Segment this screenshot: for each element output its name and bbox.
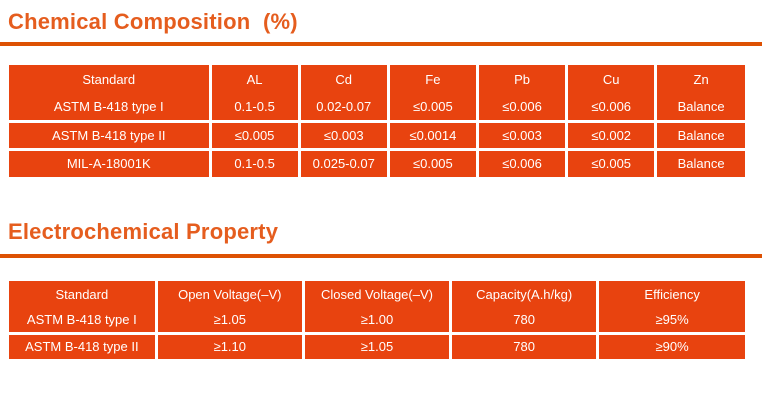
table-cell: ≥90%	[596, 331, 745, 359]
table-cell: ASTM B-418 type I	[9, 307, 158, 335]
table-cell: ASTM B-418 type I	[9, 93, 212, 123]
table-row: MIL-A-18001K 0.1-0.5 0.025-0.07 ≤0.005 ≤0.00…	[9, 147, 745, 177]
table-cell: 0.02-0.07	[297, 93, 390, 123]
title-divider	[0, 254, 762, 258]
table-header-row: Standard Open Voltage(–V) Closed Voltage(–…	[9, 281, 745, 307]
table-cell: ASTM B-418 type II	[9, 331, 158, 359]
column-header: Pb	[475, 65, 569, 93]
table-cell: ≤0.005	[565, 147, 658, 177]
column-header: Standard	[9, 65, 212, 93]
table-cell: ≥95%	[596, 307, 745, 335]
title-divider	[0, 42, 762, 46]
table-cell: ≥1.00	[301, 307, 453, 335]
table-cell: 0.1-0.5	[208, 147, 301, 177]
table-cell: ≤0.005	[386, 147, 479, 177]
chemical-composition-section: Chemical Composition (%) Standard AL Cd Fe P…	[0, 0, 762, 177]
table-row: ASTM B-418 type II ≥1.10 ≥1.05 780 ≥90%	[9, 331, 745, 359]
column-header: Cd	[297, 65, 390, 93]
table-cell: 0.025-0.07	[297, 147, 390, 177]
column-header: Cu	[565, 65, 658, 93]
table-cell: ≤0.006	[565, 93, 658, 123]
column-header: Efficiency	[596, 281, 745, 307]
table-cell: Balance	[654, 93, 745, 123]
column-header: Closed Voltage(–V)	[301, 281, 453, 307]
table-cell: ≤0.006	[475, 93, 569, 123]
table-row: ASTM B-418 type I 0.1-0.5 0.02-0.07 ≤0.005 ≤…	[9, 93, 745, 123]
table-cell: ≤0.005	[386, 93, 479, 123]
column-header: Capacity(A.h/kg)	[449, 281, 600, 307]
table-row: ASTM B-418 type II ≤0.005 ≤0.003 ≤0.0014 ≤0.…	[9, 119, 745, 151]
table-cell: ≥1.05	[154, 307, 305, 335]
table-cell: ≥1.05	[301, 331, 453, 359]
table-cell: 780	[449, 331, 600, 359]
table-cell: ≤0.003	[297, 119, 390, 151]
electrochemical-property-table: Standard Open Voltage(–V) Closed Voltage(–…	[9, 281, 745, 359]
table-cell: MIL-A-18001K	[9, 147, 212, 177]
electrochemical-property-section: Electrochemical Property Standard Open Vo…	[0, 219, 762, 359]
electrochemical-property-title: Electrochemical Property	[8, 219, 279, 244]
table-cell: ≤0.0014	[386, 119, 479, 151]
table-header-row: Standard AL Cd Fe Pb Cu Zn	[9, 65, 745, 93]
table-cell: ≥1.10	[154, 331, 305, 359]
table-cell: 0.1-0.5	[208, 93, 301, 123]
table-cell: 780	[449, 307, 600, 335]
column-header: AL	[208, 65, 301, 93]
chemical-composition-table: Standard AL Cd Fe Pb Cu Zn ASTM B-418 type I 0.…	[9, 65, 745, 177]
column-header: Open Voltage(–V)	[154, 281, 305, 307]
table-cell: ≤0.003	[475, 119, 569, 151]
column-header: Standard	[9, 281, 158, 307]
table-cell: ASTM B-418 type II	[9, 119, 212, 151]
table-row: ASTM B-418 type I ≥1.05 ≥1.00 780 ≥95%	[9, 307, 745, 335]
column-header: Zn	[654, 65, 745, 93]
column-header: Fe	[386, 65, 479, 93]
table-cell: ≤0.002	[565, 119, 658, 151]
table-cell: Balance	[654, 119, 745, 151]
table-cell: Balance	[654, 147, 745, 177]
table-cell: ≤0.005	[208, 119, 301, 151]
table-cell: ≤0.006	[475, 147, 569, 177]
chemical-composition-title: Chemical Composition (%)	[8, 9, 298, 34]
